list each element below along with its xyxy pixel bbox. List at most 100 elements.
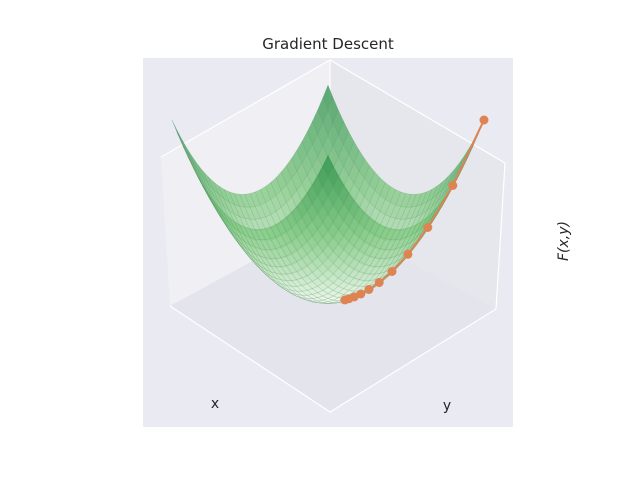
- surface-facet: [301, 283, 313, 291]
- surface-facet: [358, 253, 370, 265]
- surface-facet: [364, 165, 376, 186]
- surface-facet: [322, 154, 334, 177]
- surface-facet: [275, 234, 287, 248]
- surface-facet: [384, 228, 396, 241]
- surface-facet: [260, 269, 271, 280]
- surface-facet: [343, 192, 355, 211]
- surface-facet: [286, 263, 298, 274]
- surface-facet: [192, 166, 204, 188]
- surface-facet: [358, 263, 370, 274]
- x-axis-label: x: [211, 396, 219, 412]
- surface-facet: [280, 165, 292, 186]
- surface-facet: [343, 275, 355, 284]
- surface-facet: [358, 211, 370, 228]
- surface-facet: [265, 274, 277, 284]
- surface-facet: [369, 257, 381, 267]
- surface-facet: [327, 299, 339, 303]
- surface-facet: [187, 156, 199, 178]
- surface-facet: [233, 220, 246, 236]
- surface-facet: [379, 182, 391, 200]
- surface-facet: [306, 235, 318, 250]
- surface-facet: [275, 257, 287, 267]
- surface-facet: [301, 192, 313, 211]
- surface-facet: [244, 234, 256, 248]
- surface-facet: [312, 243, 324, 258]
- descent-step-point: [423, 223, 433, 232]
- descent-step-point: [374, 278, 384, 287]
- surface-facet: [312, 174, 324, 196]
- surface-facet: [410, 220, 423, 236]
- surface-facet: [218, 206, 230, 224]
- surface-facet: [369, 220, 381, 236]
- surface-facet: [343, 283, 355, 291]
- surface-facet: [244, 193, 256, 208]
- descent-path: [340, 115, 489, 305]
- surface-facet: [317, 299, 329, 303]
- surface-facet: [405, 206, 417, 220]
- surface-facet: [306, 261, 318, 273]
- surface-facet: [395, 237, 407, 250]
- surface-plot: [171, 84, 485, 304]
- surface-facet: [332, 285, 344, 293]
- z-axis-label: F(x,y): [556, 221, 572, 261]
- surface-facet: [249, 258, 261, 270]
- descent-step-point: [403, 249, 413, 259]
- surface-facet: [177, 130, 188, 154]
- back-left-pane: [161, 60, 330, 306]
- surface-facet: [327, 289, 339, 297]
- surface-facet: [332, 133, 344, 158]
- surface-facet: [301, 265, 313, 276]
- surface-facet: [291, 222, 303, 238]
- surface-facet: [223, 212, 235, 229]
- surface-facet: [317, 221, 329, 238]
- surface-facet: [327, 204, 339, 223]
- surface-facet: [280, 231, 292, 245]
- surface-facet: [463, 144, 474, 167]
- surface-facet: [275, 266, 287, 275]
- y-axis-label: y: [443, 398, 451, 414]
- surface-facet: [208, 193, 219, 212]
- surface-facet: [286, 211, 298, 228]
- surface-facet: [296, 216, 308, 233]
- surface-facet: [249, 237, 261, 250]
- surface-facet: [395, 258, 407, 270]
- surface-facet: [260, 268, 271, 279]
- surface-facet: [255, 261, 266, 273]
- surface-facet: [213, 200, 225, 218]
- surface-facet: [338, 261, 350, 273]
- surface-facet: [301, 240, 313, 255]
- surface-facet: [301, 275, 313, 284]
- surface-facet: [239, 241, 251, 255]
- surface-facet: [395, 228, 407, 241]
- surface-facet: [364, 216, 376, 232]
- surface-facet: [327, 221, 339, 238]
- surface-facet: [182, 144, 193, 167]
- surface-facet: [317, 273, 329, 284]
- surface-facet: [312, 109, 324, 135]
- descent-step-point: [448, 181, 458, 190]
- surface-facet: [343, 265, 355, 276]
- surface-facet: [301, 226, 313, 242]
- surface-facet: [369, 266, 381, 275]
- descent-step-point: [364, 285, 374, 294]
- surface-facet: [197, 176, 209, 196]
- surface-facet: [421, 212, 433, 229]
- surface-facet: [260, 228, 272, 241]
- surface-facet: [254, 253, 267, 265]
- surface-facet: [322, 301, 334, 304]
- floor-pane: [170, 219, 496, 412]
- surface-facet: [291, 170, 303, 191]
- surface-facet: [234, 232, 245, 247]
- surface-facet: [343, 226, 355, 242]
- surface-facet: [338, 235, 350, 250]
- surface-facet: [244, 226, 256, 240]
- surface-facet: [208, 195, 219, 214]
- surface-facet: [301, 153, 313, 176]
- surface-facet: [275, 220, 287, 236]
- descent-step-point: [387, 267, 397, 276]
- surface-facet: [410, 204, 422, 219]
- back-right-pane: [330, 60, 505, 309]
- surface-facet: [286, 178, 298, 198]
- surface-facet: [203, 177, 214, 197]
